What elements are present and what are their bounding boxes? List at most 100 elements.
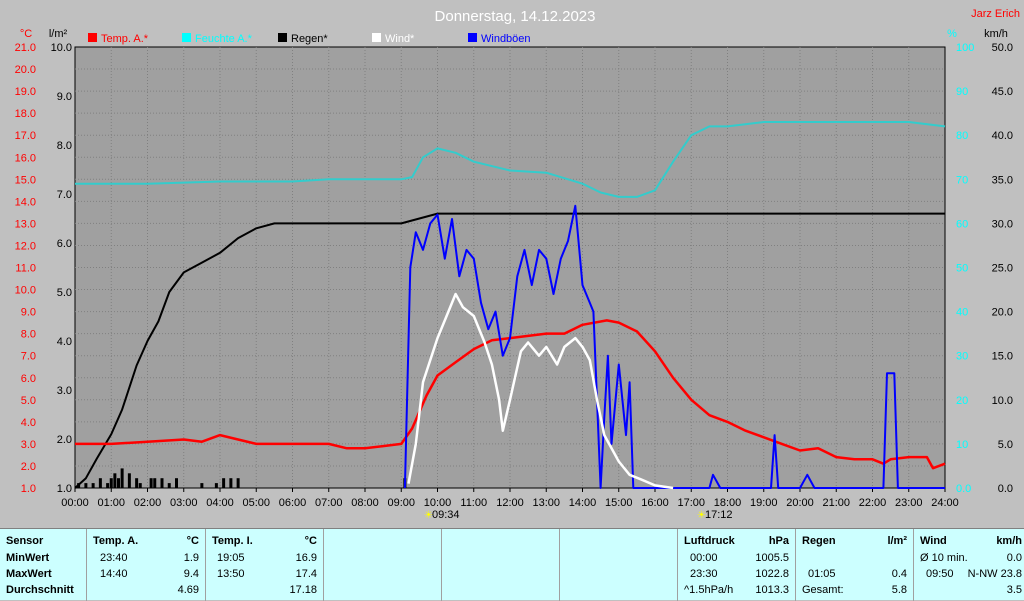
wind-tick: 0.0	[998, 483, 1013, 495]
wind-max-val: N-NW 23.8	[967, 568, 1022, 580]
series-lines	[74, 121, 946, 490]
wind-tick: 15.0	[992, 351, 1013, 363]
stats-table: Sensor MinWert MaxWert Durchschnitt Temp…	[0, 528, 1024, 601]
temp-tick: 19.0	[15, 86, 36, 98]
x-tick: 22:00	[859, 497, 887, 509]
x-tick: 04:00	[206, 497, 234, 509]
legend-swatch-0	[88, 33, 97, 42]
x-tick: 00:00	[61, 497, 89, 509]
temp-a-min-time: 23:40	[100, 552, 128, 564]
series-line-regen	[74, 212, 945, 489]
sun-markers: ☀ 09:34 ☀ 17:12	[424, 509, 733, 521]
x-tick: 11:00	[460, 497, 487, 509]
temp-a-min-val: 1.9	[183, 552, 199, 564]
wind-avg10-val: 0.0	[1006, 552, 1022, 564]
rain-bar	[84, 483, 88, 488]
col-empty-3	[560, 529, 678, 601]
rain-bar	[138, 483, 142, 488]
temp-i-header: Temp. I.	[212, 535, 253, 547]
wind-tick: 5.0	[998, 439, 1013, 451]
sunrise-label: 09:34	[432, 509, 460, 521]
temp-tick: 3.0	[21, 439, 36, 451]
humidity-tick: 40	[956, 307, 968, 319]
temp-tick: 2.0	[21, 461, 36, 473]
legend-label-3: Wind*	[385, 33, 415, 45]
temp-tick: 12.0	[15, 240, 36, 252]
temp-tick: 5.0	[21, 395, 36, 407]
humidity-tick: 100	[956, 42, 974, 54]
rain-bar	[229, 478, 233, 488]
luftdruck-unit: hPa	[768, 535, 789, 547]
rain-bar	[167, 483, 171, 488]
wind-tick: 50.0	[992, 42, 1013, 54]
col-empty-2	[442, 529, 560, 601]
x-tick: 17:00	[677, 497, 705, 509]
temp-tick: 21.0	[15, 42, 36, 54]
sunset-label: 17:12	[705, 509, 733, 521]
x-tick: 16:00	[641, 497, 669, 509]
rain-bar	[106, 483, 110, 488]
x-tick: 01:00	[97, 497, 125, 509]
rain-tick: 8.0	[57, 140, 72, 152]
sensor-row-max: MaxWert	[6, 568, 52, 580]
x-tick: 06:00	[279, 497, 307, 509]
chart-title: Donnerstag, 14.12.2023	[435, 8, 596, 25]
temp-a-max-val: 9.4	[183, 568, 199, 580]
humidity-tick: 30	[956, 351, 968, 363]
regen-max-time: 01:05	[808, 568, 836, 580]
temp-tick: 4.0	[21, 417, 36, 429]
rain-bar	[113, 473, 117, 488]
rain-tick: 10.0	[51, 42, 72, 54]
legend-label-0: Temp. A.*	[101, 33, 149, 45]
rain-bar	[91, 483, 95, 488]
x-tick: 10:00	[424, 497, 452, 509]
x-tick: 03:00	[170, 497, 198, 509]
humidity-tick: 60	[956, 218, 968, 230]
author-label: Jarz Erich	[971, 8, 1020, 20]
col-temp-a: Temp. A. °C 23:40 1.9 14:40 9.4 4.69	[87, 529, 206, 601]
x-tick: 12:00	[496, 497, 524, 509]
wind-header: Wind	[920, 535, 947, 547]
x-tick: 15:00	[605, 497, 633, 509]
temp-a-unit: °C	[186, 535, 199, 547]
col-wind: Wind km/h Ø 10 min. 0.0 09:50 N-NW 23.8 …	[914, 529, 1024, 601]
rain-tick: 9.0	[57, 91, 72, 103]
temp-tick: 11.0	[15, 263, 36, 275]
rain-bar	[153, 478, 157, 488]
unit-wind: km/h	[984, 28, 1008, 40]
temp-i-min-val: 16.9	[295, 552, 317, 564]
wind-tick: 30.0	[992, 218, 1013, 230]
col-sensor: Sensor MinWert MaxWert Durchschnitt	[0, 529, 87, 601]
series-line-feuchtea	[75, 121, 946, 198]
x-tick: 14:00	[569, 497, 597, 509]
temp-tick: 8.0	[21, 329, 36, 341]
legend-swatch-3	[372, 33, 381, 42]
wind-tick: 40.0	[992, 130, 1013, 142]
unit-humidity: %	[947, 28, 957, 40]
temp-tick: 9.0	[21, 307, 36, 319]
legend-swatch-1	[182, 33, 191, 42]
humidity-tick: 90	[956, 86, 968, 98]
temp-a-max-time: 14:40	[100, 568, 128, 580]
humidity-tick: 20	[956, 395, 968, 407]
temp-tick: 17.0	[15, 130, 36, 142]
col-empty-1	[324, 529, 442, 601]
legend-label-1: Feuchte A.*	[195, 33, 253, 45]
x-tick: 07:00	[315, 497, 343, 509]
temp-tick: 20.0	[15, 64, 36, 76]
wind-tick: 20.0	[992, 307, 1013, 319]
regen-total-val: 5.8	[891, 584, 907, 596]
x-tick: 19:00	[750, 497, 778, 509]
wind-tick: 10.0	[992, 395, 1013, 407]
regen-unit: l/m²	[887, 535, 907, 547]
rain-bar	[200, 483, 204, 488]
rain-bar	[236, 478, 240, 488]
temp-tick: 7.0	[21, 351, 36, 363]
x-tick: 18:00	[714, 497, 742, 509]
rain-bar	[117, 478, 120, 488]
temp-a-avg-val: 4.69	[177, 584, 199, 596]
axes: 1.0 2.0 3.0 4.0 5.0 6.0 7.0 8.0 9.0 10.0 11.0 12.0 1…	[15, 42, 1013, 509]
rain-bar	[98, 478, 102, 488]
sunset-icon: ☀	[697, 510, 706, 521]
col-luftdruck: Luftdruck hPa 00:00 1005.5 23:30 1022.8 …	[678, 529, 796, 601]
